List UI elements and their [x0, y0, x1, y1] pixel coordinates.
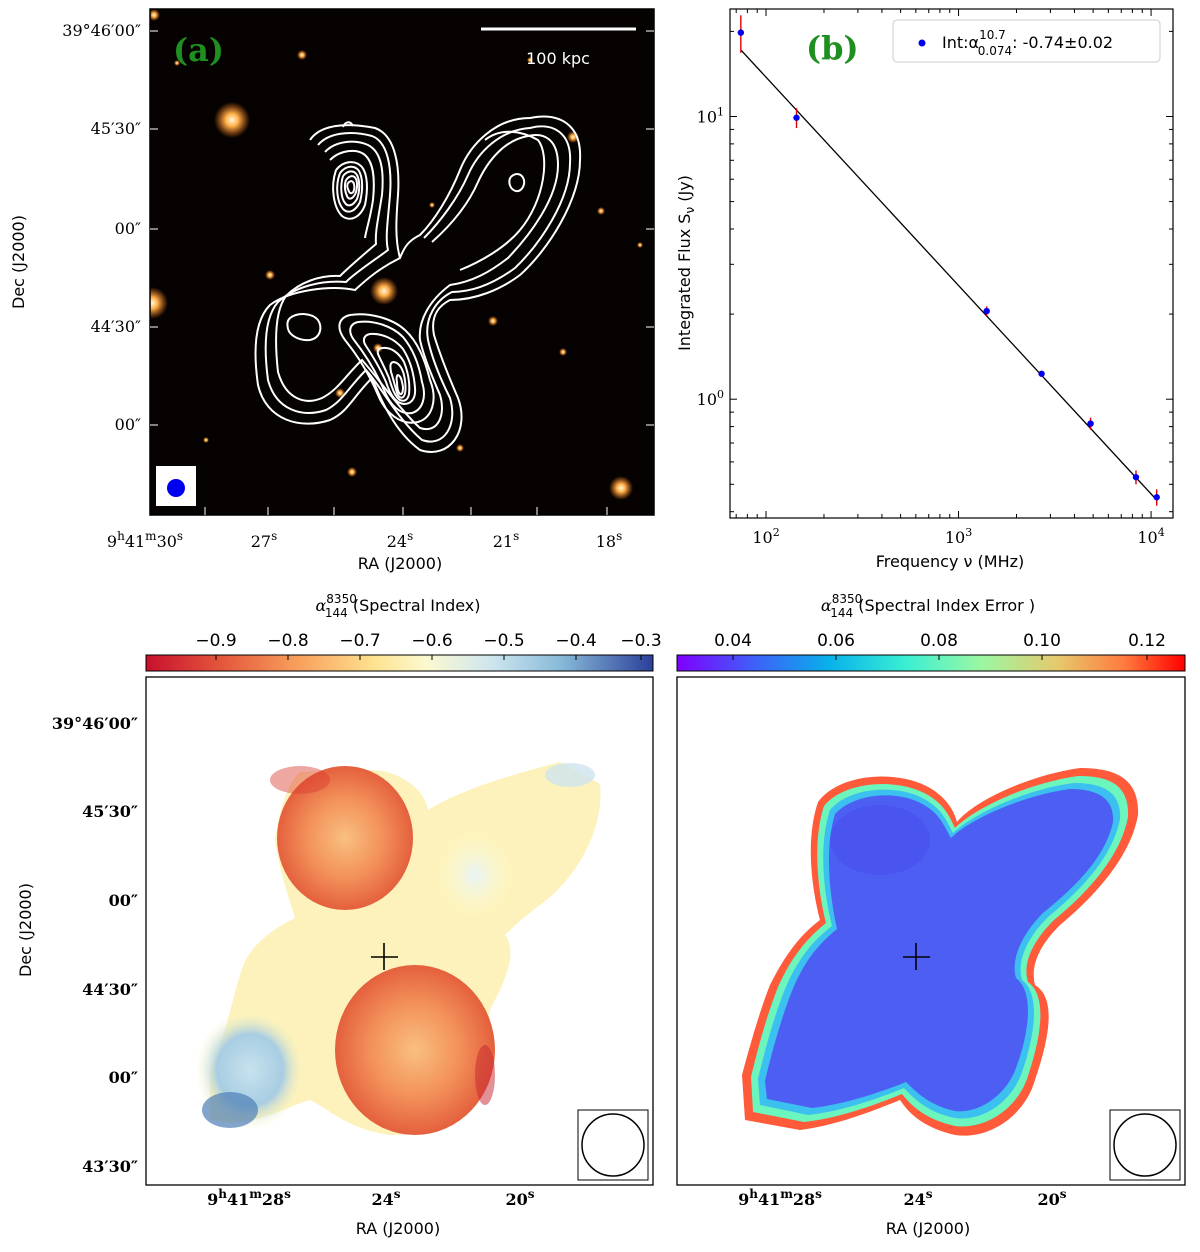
dec-tick: 00″	[115, 415, 141, 434]
colorbar-tick-label: 0.10	[1023, 631, 1061, 651]
panel-c-ylabel: Dec (J2000)	[16, 883, 35, 977]
panel-d: α8350 144 (Spectral Index Error ) 0.04 0.…	[676, 592, 1186, 1238]
panel-b: (b) Int:α10.7 0.074: -0.74±0.02 Frequency…	[675, 8, 1174, 571]
colorbar-tick-label: 0.04	[714, 631, 752, 651]
ra-tick: 9h41m28s	[207, 1187, 291, 1209]
panel-d-ra-ticks: 9h41m28s 24s 20s	[738, 1187, 1067, 1209]
panel-a-ticks	[150, 30, 654, 515]
dec-tick: 00″	[109, 891, 138, 910]
dec-tick: 39°46′00″	[52, 714, 138, 733]
ytick-label: 101	[697, 105, 724, 126]
data-point	[1132, 473, 1140, 481]
panel-d-beam	[1109, 1109, 1181, 1181]
legend-marker	[918, 39, 926, 47]
panel-c-colorbar-tickmarks	[215, 655, 642, 660]
panel-c-colorbar-ticks: −0.9 −0.8 −0.7 −0.6 −0.5 −0.4 −0.3	[195, 631, 661, 651]
fit-line-group	[740, 49, 1158, 501]
beam-ellipse	[167, 479, 185, 497]
core-marker	[903, 943, 930, 970]
panel-a: 100 kpc (a) 9h41m30s 27s 24s 21s 18s	[9, 8, 655, 573]
colorbar-tick-label: −0.8	[267, 631, 308, 651]
dec-tick: 45′30″	[82, 802, 138, 821]
colorbar-tick-label: −0.9	[195, 631, 236, 651]
panel-b-ytick-labels: 101 100	[697, 105, 724, 409]
scale-bar-label: 100 kpc	[526, 49, 590, 68]
ra-tick: 20s	[1037, 1187, 1066, 1209]
colorbar-tick-label: −0.6	[411, 631, 452, 651]
panel-a-dec-ticks: 39°46′00″ 45′30″ 00″ 44′30″ 00″	[62, 21, 141, 434]
panel-a-ylabel: Dec (J2000)	[9, 215, 28, 309]
colorbar-tick-label: 0.08	[920, 631, 958, 651]
panel-b-ticks	[730, 9, 1173, 518]
ra-tick: 20s	[505, 1187, 534, 1209]
data-point	[737, 29, 745, 36]
panel-b-frame	[729, 8, 1174, 519]
xtick-label: 102	[752, 526, 779, 547]
legend-box	[892, 19, 1161, 63]
dec-tick: 39°46′00″	[62, 21, 141, 40]
data-point	[1087, 420, 1094, 427]
panel-d-xlabel: RA (J2000)	[886, 1219, 970, 1238]
panel-a-frame	[149, 8, 655, 516]
dec-tick: 44′30″	[82, 980, 138, 999]
panel-c-beam	[577, 1109, 649, 1181]
panel-a-ra-ticks: 9h41m30s 27s 24s 21s 18s	[107, 529, 622, 551]
colorbar-tick-label: −0.3	[620, 631, 661, 651]
panel-b-xtick-labels: 102 103 104	[752, 526, 1164, 547]
legend: Int:α10.7 0.074: -0.74±0.02	[892, 19, 1161, 63]
fit-line	[740, 49, 1158, 501]
panel-d-colorbar-tickmarks	[732, 655, 1148, 660]
ytick-label: 100	[697, 388, 724, 409]
optical-image-background	[150, 9, 654, 515]
ra-tick: 24s	[371, 1187, 400, 1209]
core-marker	[371, 943, 398, 970]
spectral-index-error-map	[742, 768, 1139, 1136]
panel-c-colorbar-title: α8350 144 (Spectral Index)	[315, 592, 480, 620]
data-point	[1153, 494, 1160, 501]
panel-c: α8350 144 (Spectral Index) −0.9 −0.8 −0.7…	[16, 592, 662, 1238]
spectral-index-map	[195, 762, 601, 1135]
ra-tick: 9h41m28s	[738, 1187, 822, 1209]
panel-c-frame	[145, 676, 654, 1186]
ra-tick: 27s	[251, 529, 278, 551]
panel-b-ylabel: Integrated Flux Sν (Jy)	[675, 175, 697, 351]
dec-tick: 43′30″	[82, 1157, 138, 1176]
dec-tick: 45′30″	[91, 119, 141, 138]
ra-tick: 21s	[493, 529, 520, 551]
radio-contours	[254, 115, 582, 453]
legend-label: Int:α10.7 0.074: -0.74±0.02	[942, 28, 1113, 58]
dec-tick: 00″	[109, 1068, 138, 1087]
panel-d-colorbar-ticks: 0.04 0.06 0.08 0.10 0.12	[714, 631, 1166, 651]
panel-c-dec-ticks: 39°46′00″ 45′30″ 00″ 44′30″ 00″ 43′30″	[52, 714, 138, 1176]
panel-b-label: (b)	[806, 29, 859, 67]
dec-tick: 44′30″	[91, 317, 141, 336]
dec-tick: 00″	[115, 219, 141, 238]
colorbar-tick-label: −0.4	[555, 631, 596, 651]
panel-d-colorbar-title: α8350 144 (Spectral Index Error )	[821, 592, 1035, 620]
data-point	[1038, 370, 1045, 377]
panel-c-xlabel: RA (J2000)	[356, 1219, 440, 1238]
data-point	[793, 114, 800, 121]
colorbar-tick-label: 0.12	[1128, 631, 1166, 651]
panel-d-frame	[676, 676, 1186, 1186]
panel-a-label: (a)	[173, 31, 224, 69]
data-point	[983, 307, 990, 315]
ra-tick: 18s	[596, 529, 623, 551]
ra-tick: 24s	[903, 1187, 932, 1209]
xtick-label: 104	[1137, 526, 1164, 547]
panel-c-colorbar	[145, 654, 654, 672]
colorbar-tick-label: −0.5	[483, 631, 524, 651]
data-points-group	[737, 15, 1160, 506]
panel-a-xlabel: RA (J2000)	[358, 554, 442, 573]
ra-tick: 9h41m30s	[107, 529, 183, 551]
optical-sources	[150, 9, 643, 500]
panel-d-colorbar	[676, 654, 1186, 672]
colorbar-tick-label: 0.06	[817, 631, 855, 651]
colorbar-tick-label: −0.7	[339, 631, 380, 651]
xtick-label: 103	[945, 526, 972, 547]
panel-c-ra-ticks: 9h41m28s 24s 20s	[207, 1187, 535, 1209]
panel-b-xlabel: Frequency ν (MHz)	[876, 552, 1024, 571]
ra-tick: 24s	[387, 529, 414, 551]
